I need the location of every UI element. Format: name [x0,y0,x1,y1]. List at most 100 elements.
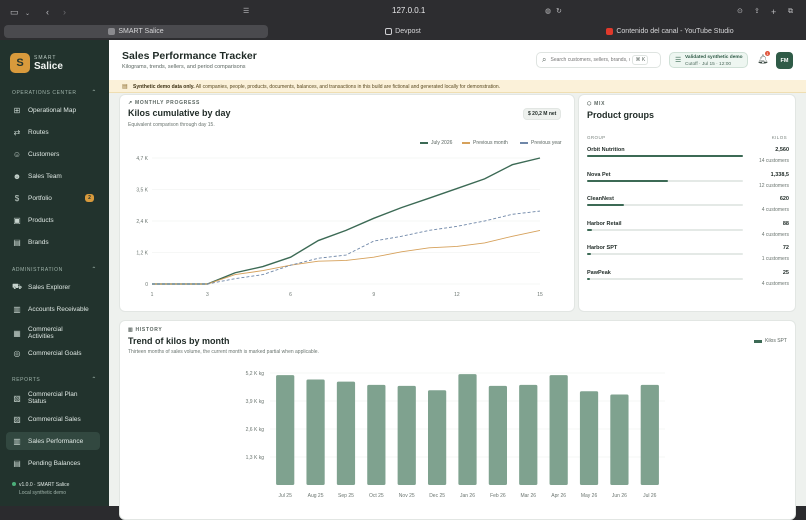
group-name: CleanNest [587,196,614,202]
tab-devpost[interactable]: Devpost [272,25,534,38]
y-tick-label: 5,2 K kg [246,371,265,377]
sidebar-item-accounts-receivable[interactable]: ▥ Accounts Receivable [13,304,89,314]
x-tick-label: Feb 26 [490,493,506,499]
col-group: GROUP [587,135,606,140]
new-tab-icon[interactable]: + [771,7,777,17]
sidebar-item-brands[interactable]: ▤ Brands [13,237,49,247]
address-bar[interactable]: 127.0.0.1 [392,6,426,15]
search-box[interactable]: ⌕ ⌘ K [536,52,661,68]
legend-kilos-spt: Kilos SPT [754,338,787,344]
back-icon[interactable]: ‹ [46,7,49,17]
tab-smart-salice[interactable]: SMART Salice [4,25,268,38]
bar [306,379,325,485]
chevron-up-icon: ⌃ [91,377,97,383]
bar [336,381,356,485]
dollar-icon: $ [14,193,20,203]
net-pill: $ 20,2 M net [523,108,562,120]
sidebar-item-products[interactable]: ▣ Products [13,215,54,225]
group-row[interactable]: Orbit Nutrition 2,560 14 customers [587,147,789,171]
group-name: Orbit Nutrition [587,147,625,153]
x-tick-label: 9 [372,292,375,298]
wallet-icon: ▥ [13,304,21,314]
bell-icon[interactable]: 🔔︎ [757,54,769,64]
sidebar-item-commercial-activities[interactable]: ▦ Commercial Activities [13,326,63,340]
info-icon: ▤ [122,84,128,90]
group-share-bar [587,204,743,206]
sidebar-item-sales-explorer[interactable]: ⛟ Sales Explorer [11,282,71,291]
chart-icon: ▥ [13,436,21,446]
bar [579,391,599,485]
tab-youtube-studio[interactable]: Contenido del canal - YouTube Studio [538,25,802,38]
group-customers: 14 customers [758,158,789,164]
group-row[interactable]: Harbor Retail 88 4 customers [587,221,789,245]
group-row[interactable]: CleanNest 620 4 customers [587,196,789,220]
shortcut-hint: ⌘ K [632,55,649,65]
group-share-fill [587,204,625,206]
reader-icon[interactable]: ☰ [243,8,250,15]
history-eyebrow: ▥ HISTORY [128,327,163,333]
bar [367,384,386,485]
group-customers: 4 customers [761,207,789,213]
group-customers: 1 customers [761,256,789,262]
sidebar-item-sales-performance[interactable]: ▥ Sales Performance [6,432,100,450]
brand-small: SMART [34,55,57,61]
group-row[interactable]: PawPeak 25 4 customers [587,270,789,294]
devpost-favicon-icon [385,28,393,35]
forward-icon[interactable]: › [63,7,66,17]
search-input[interactable] [550,57,631,63]
sidebar-item-portfolio[interactable]: $ Portfolio 2 [6,189,100,207]
avatar[interactable]: FM [776,52,793,69]
y-tick-label: 4,7 K [136,156,148,162]
demo-banner: ▤ Synthetic demo data only. All companie… [109,80,806,93]
mix-eyebrow: ⬡ MIX [587,101,606,107]
group-customers: 12 customers [758,182,789,189]
cube-icon: ⬡ [587,101,595,107]
sidebar-item-routes[interactable]: ⇄ Routes [13,127,49,137]
tab-overview-icon[interactable]: ⧉ [788,8,793,15]
page-header: Sales Performance Tracker Kilograms, tre… [109,40,806,80]
x-tick-label: 6 [289,292,292,298]
progress-title: Kilos cumulative by day [128,108,231,118]
group-share-fill [587,155,743,157]
x-tick-label: Sep 25 [338,493,354,499]
legend-swatch [462,142,470,144]
x-tick-label: Nov 25 [399,493,415,499]
chevron-down-icon[interactable]: ⌄ [25,11,31,17]
x-tick-label: 15 [537,292,543,298]
share-icon[interactable]: ⇪ [754,8,760,15]
sidebar-toggle-icon[interactable]: ▭ [10,7,19,17]
tag-icon: ▤ [13,237,21,247]
chevron-up-icon: ⌃ [91,90,97,96]
sidebar-item-operational-map[interactable]: ⊞ Operational Map [13,105,77,115]
group-row[interactable]: Nova Pet 1,338,5 12 customers [587,172,789,196]
x-tick-label: Oct 25 [369,493,384,499]
sidebar-item-commercial-plan-status[interactable]: ▧ Commercial Plan Status [13,391,78,405]
section-operations[interactable]: OPERATIONS CENTER ⌃ [12,90,97,96]
x-tick-label: Mar 26 [520,493,536,499]
bar-chart-icon: ▥ [128,327,136,333]
x-tick-label: May 26 [581,493,598,499]
sidebar-item-pending-balances[interactable]: ▤ Pending Balances [13,458,81,468]
brand-name: Salice [34,61,63,72]
group-share-bar [587,253,743,255]
sidebar-item-customers[interactable]: ☺ Customers [12,149,60,159]
legend-previous-year: Previous year [520,140,562,146]
group-kilos: 2,560 [775,147,789,153]
reload-icon[interactable]: ↻ [556,8,562,15]
bar [488,385,507,485]
group-name: PawPeak [587,269,611,276]
app: S SMART Salice OPERATIONS CENTER ⌃ ⊞ Opera… [0,40,806,520]
sidebar-item-commercial-goals[interactable]: ◎ Commercial Goals [13,348,82,358]
mix-card: ⬡ MIX Product groups GROUP KILOS Orbit N… [578,94,796,312]
progress-card: ↗ MONTHLY PROGRESS Kilos cumulative by d… [119,94,575,312]
series-line [152,157,541,285]
section-administration[interactable]: ADMINISTRATION ⌃ [12,267,97,273]
download-icon[interactable]: ⊙ [737,8,743,15]
x-tick-label: 1 [151,292,154,298]
balance-icon: ▤ [13,458,21,468]
group-row[interactable]: Harbor SPT 72 1 customers [587,245,789,269]
translate-icon[interactable]: ◍ [545,8,552,15]
section-reports[interactable]: REPORTS ⌃ [12,377,97,383]
sidebar-item-commercial-sales[interactable]: ▨ Commercial Sales [13,414,81,424]
sidebar-item-sales-team[interactable]: ☻ Sales Team [12,171,62,181]
